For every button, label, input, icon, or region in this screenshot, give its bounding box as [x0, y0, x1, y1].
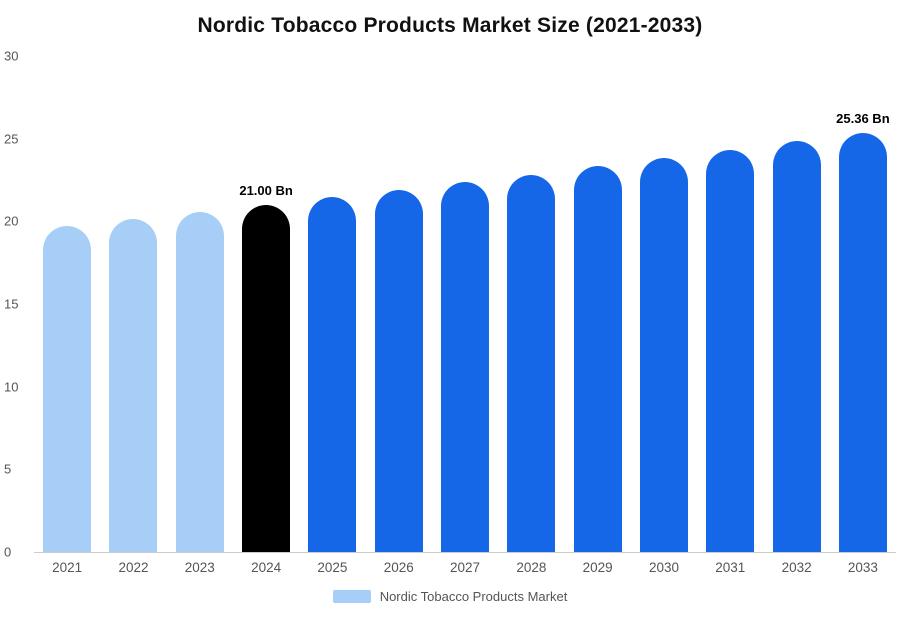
y-tick-label: 0	[4, 544, 12, 560]
bar-value-label: 21.00 Bn	[239, 182, 293, 198]
bar-column-2024: 21.00 Bn	[233, 56, 299, 552]
y-tick-label: 5	[4, 461, 12, 477]
legend[interactable]: Nordic Tobacco Products Market	[0, 589, 900, 604]
bar-2021[interactable]	[43, 225, 92, 552]
bar-column-2022	[100, 56, 166, 552]
x-axis-label-2024: 2024	[251, 560, 282, 575]
y-tick-label: 20	[4, 213, 19, 229]
bar-2027[interactable]	[441, 182, 490, 552]
bar-2026[interactable]	[374, 189, 423, 552]
y-tick-label: 25	[4, 131, 19, 147]
bar-2022[interactable]	[109, 219, 158, 552]
x-axis-label-2021: 2021	[52, 560, 83, 575]
bar-2023[interactable]	[175, 212, 224, 552]
legend-swatch	[332, 590, 371, 603]
x-axis-label-2022: 2022	[118, 560, 149, 575]
chart-title: Nordic Tobacco Products Market Size (202…	[197, 14, 703, 37]
bar-series: 21.00 Bn 25.36 Bn	[34, 56, 896, 552]
bar-2031[interactable]	[706, 150, 755, 552]
x-axis-label-2028: 2028	[516, 560, 547, 575]
bar-column-2028	[498, 56, 564, 552]
bar-2024[interactable]	[242, 204, 291, 552]
x-axis-label-2026: 2026	[383, 560, 414, 575]
bar-2025[interactable]	[308, 197, 357, 552]
x-axis-label-2033: 2033	[847, 560, 878, 575]
bar-column-2030	[631, 56, 697, 552]
plot-area: 0 5 10 15 20 25 30 21.00 Bn 25.36 Bn	[4, 50, 896, 559]
x-axis-label-2029: 2029	[582, 560, 613, 575]
bar-2028[interactable]	[507, 174, 556, 552]
bar-column-2031	[697, 56, 763, 552]
bar-2032[interactable]	[772, 141, 821, 552]
bar-column-2032	[763, 56, 829, 552]
bar-2033[interactable]	[838, 132, 887, 552]
x-axis-label-2032: 2032	[781, 560, 812, 575]
x-axis-label-2027: 2027	[450, 560, 481, 575]
bar-2030[interactable]	[639, 158, 688, 552]
bar-column-2029	[565, 56, 631, 552]
x-axis-label-2023: 2023	[184, 560, 215, 575]
x-axis: 2021 2022 2023 2024 2025 2026 2027 2028 2029 2030…	[34, 560, 896, 575]
bar-value-label: 25.36 Bn	[836, 110, 890, 126]
y-axis: 0 5 10 15 20 25 30	[4, 50, 32, 559]
bar-2029[interactable]	[573, 166, 622, 552]
bar-column-2027	[432, 56, 498, 552]
bar-column-2033: 25.36 Bn	[830, 56, 896, 552]
legend-label: Nordic Tobacco Products Market	[379, 589, 568, 604]
x-axis-label-2025: 2025	[317, 560, 348, 575]
x-axis-label-2031: 2031	[715, 560, 746, 575]
bar-column-2026	[366, 56, 432, 552]
y-tick-label: 15	[4, 296, 19, 312]
y-tick-label: 30	[4, 48, 19, 64]
bar-column-2021	[34, 56, 100, 552]
bar-column-2023	[167, 56, 233, 552]
y-tick-label: 10	[4, 379, 19, 395]
x-axis-label-2030: 2030	[648, 560, 679, 575]
bar-column-2025	[299, 56, 365, 552]
